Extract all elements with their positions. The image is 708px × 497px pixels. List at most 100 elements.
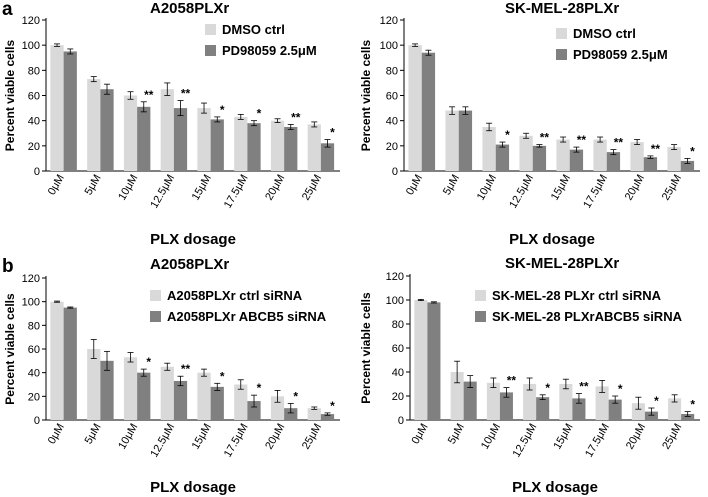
legend-label-0: A2058PLXr ctrl siRNA xyxy=(167,288,303,303)
y-tick-label: 20 xyxy=(28,391,40,403)
bar-0-4 xyxy=(556,139,570,171)
legend-label-1: PD98059 2.5μM xyxy=(573,47,668,62)
legend-label-1: A2058PLXr ABCB5 siRNA xyxy=(167,309,327,324)
bar-1-3 xyxy=(173,380,188,420)
legend-swatch-0 xyxy=(556,28,567,39)
y-tick-label: 100 xyxy=(22,297,40,309)
bar-0-3 xyxy=(523,384,537,420)
significance-mark: * xyxy=(690,398,695,412)
bar-0-7 xyxy=(668,398,682,420)
x-tick-label: 15μM xyxy=(190,173,214,203)
bar-1-2 xyxy=(499,392,513,420)
bar-1-3 xyxy=(532,145,547,171)
bar-0-4 xyxy=(559,384,573,420)
y-tick-label: 0 xyxy=(392,166,398,178)
bar-1-6 xyxy=(643,157,658,171)
y-tick-label: 40 xyxy=(28,116,40,128)
bar-1-6 xyxy=(644,411,658,420)
bar-0-0 xyxy=(414,300,428,420)
bar-1-1 xyxy=(100,89,114,171)
bar-0-7 xyxy=(307,408,321,420)
bar-1-7 xyxy=(320,414,335,420)
bar-0-5 xyxy=(234,116,248,171)
bar-1-7 xyxy=(680,160,695,171)
significance-mark: * xyxy=(330,126,335,140)
bar-0-7 xyxy=(307,124,321,171)
x-tick-label: 12.5μM xyxy=(511,422,540,460)
charts-group: A2058PLXr Percent viable cells 0 20 40 60 80 10… xyxy=(3,0,700,496)
legend-swatch-0 xyxy=(150,290,161,301)
bar-1-0 xyxy=(421,52,436,171)
legend-label-1: SK-MEL-28 PLXrABCB5 siRNA xyxy=(492,309,683,324)
y-tick-label: 100 xyxy=(22,40,40,52)
chart-title: A2058PLXr xyxy=(150,256,229,273)
bar-1-1 xyxy=(463,381,477,420)
significance-mark: * xyxy=(505,128,510,142)
chart-2: A2058PLXr Percent viable cells 0 20 40 60 80 10… xyxy=(3,256,340,496)
bar-0-3 xyxy=(160,366,174,420)
bar-0-2 xyxy=(486,382,500,420)
significance-mark: ** xyxy=(579,380,589,394)
x-tick-label: 0μM xyxy=(410,422,431,447)
bar-1-2 xyxy=(137,106,151,171)
bar-1-5 xyxy=(247,401,261,420)
bar-0-6 xyxy=(630,142,644,171)
bar-0-3 xyxy=(519,135,533,171)
y-tick-label: 120 xyxy=(380,15,398,27)
bar-1-4 xyxy=(569,149,584,171)
legend-label-0: SK-MEL-28 PLXr ctrl siRNA xyxy=(492,288,662,303)
bar-1-5 xyxy=(608,399,622,420)
bar-0-3 xyxy=(160,89,174,171)
x-tick-label: 0μM xyxy=(46,422,67,447)
y-tick-label: 60 xyxy=(28,91,40,103)
legend-label-0: DMSO ctrl xyxy=(222,22,285,37)
x-axis-label: PLX dosage xyxy=(150,479,236,496)
bar-0-1 xyxy=(87,79,101,171)
x-tick-label: 17.5μM xyxy=(222,422,251,460)
legend-label-1: PD98059 2.5μM xyxy=(222,43,317,58)
bar-1-5 xyxy=(606,152,621,171)
bar-0-5 xyxy=(234,384,248,420)
x-tick-label: 12.5μM xyxy=(148,422,177,460)
y-tick-label: 20 xyxy=(386,141,398,153)
y-axis-label: Percent viable cells xyxy=(359,292,373,404)
x-tick-label: 10μM xyxy=(116,173,140,203)
significance-mark: * xyxy=(257,107,262,121)
y-tick-label: 0 xyxy=(398,415,404,427)
x-axis-label: PLX dosage xyxy=(150,231,236,248)
y-tick-label: 20 xyxy=(28,141,40,153)
bar-0-1 xyxy=(445,110,459,171)
bar-1-3 xyxy=(173,108,188,171)
bar-0-4 xyxy=(197,108,211,171)
y-axis-label: Percent viable cells xyxy=(3,293,17,405)
legend-swatch-1 xyxy=(556,49,567,60)
x-tick-label: 25μM xyxy=(300,422,324,452)
y-tick-label: 100 xyxy=(380,40,398,52)
x-tick-label: 20μM xyxy=(263,173,287,203)
y-tick-label: 80 xyxy=(28,320,40,332)
x-tick-label: 25μM xyxy=(300,173,324,203)
bar-0-7 xyxy=(667,147,681,171)
significance-mark: ** xyxy=(507,374,517,388)
bar-1-4 xyxy=(210,386,224,420)
x-tick-label: 20μM xyxy=(623,173,647,203)
significance-mark: * xyxy=(257,381,262,395)
y-axis-label: Percent viable cells xyxy=(3,39,17,151)
y-tick-label: 80 xyxy=(28,65,40,77)
bar-1-1 xyxy=(100,360,114,420)
x-tick-label: 5μM xyxy=(441,173,462,198)
bar-1-2 xyxy=(137,372,151,420)
legend-swatch-0 xyxy=(475,290,486,301)
bar-1-0 xyxy=(63,51,77,172)
y-tick-label: 120 xyxy=(22,273,40,285)
significance-mark: * xyxy=(545,381,550,395)
y-tick-label: 80 xyxy=(386,65,398,77)
x-tick-label: 10μM xyxy=(475,173,499,203)
x-tick-label: 15μM xyxy=(551,422,575,452)
chart-0: A2058PLXr Percent viable cells 0 20 40 60 80 10… xyxy=(3,0,340,248)
significance-mark: ** xyxy=(651,142,661,156)
bar-0-0 xyxy=(50,45,64,171)
bar-0-4 xyxy=(197,372,211,420)
significance-mark: ** xyxy=(577,133,587,147)
